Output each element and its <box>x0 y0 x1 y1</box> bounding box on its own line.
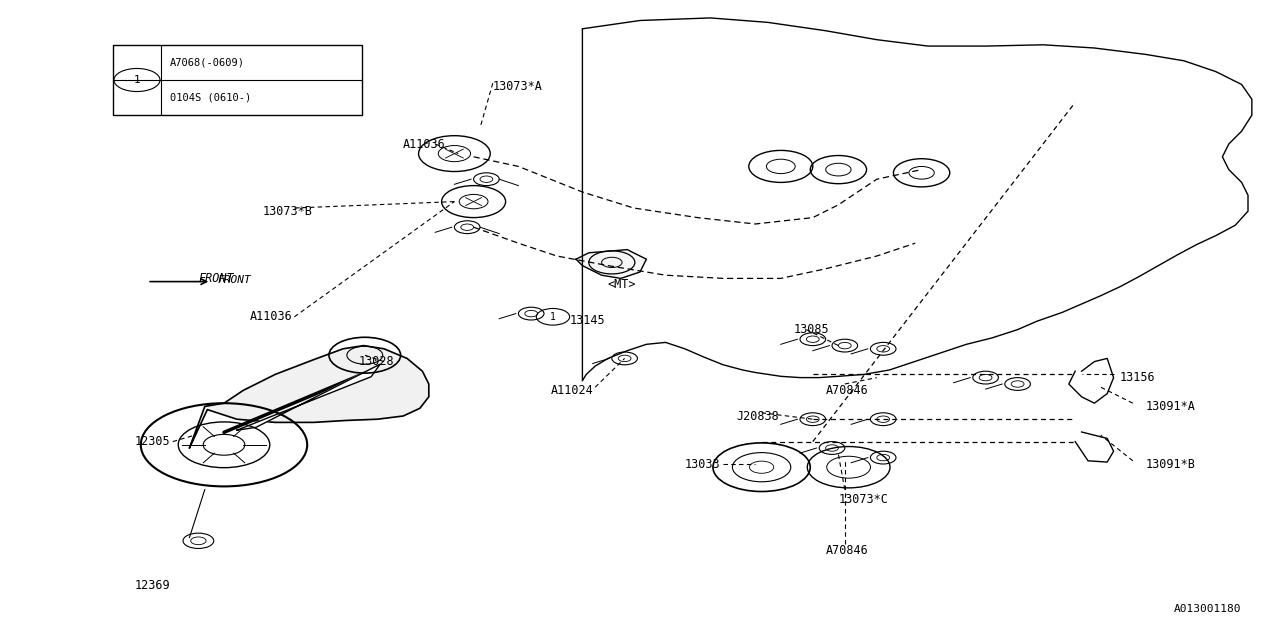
Text: 13073*C: 13073*C <box>838 493 888 506</box>
Text: 13028: 13028 <box>358 355 394 368</box>
Text: FRONT: FRONT <box>218 275 251 285</box>
Text: J20838: J20838 <box>736 410 778 422</box>
Polygon shape <box>189 346 429 448</box>
Text: 13156: 13156 <box>1120 371 1156 384</box>
Text: 12369: 12369 <box>134 579 170 592</box>
Text: A70846: A70846 <box>826 544 868 557</box>
Text: A013001180: A013001180 <box>1174 604 1242 614</box>
Text: 13091*A: 13091*A <box>1146 400 1196 413</box>
Text: 13033: 13033 <box>685 458 721 470</box>
Text: FRONT: FRONT <box>198 272 234 285</box>
Text: 13073*A: 13073*A <box>493 80 543 93</box>
Text: 13145: 13145 <box>570 314 605 326</box>
Text: 0104S (0610-): 0104S (0610-) <box>170 93 251 102</box>
Text: 1: 1 <box>550 312 556 322</box>
Polygon shape <box>576 250 646 278</box>
Text: A70846: A70846 <box>826 384 868 397</box>
Text: 13085: 13085 <box>794 323 829 336</box>
Text: A11036: A11036 <box>250 310 292 323</box>
Text: A11024: A11024 <box>550 384 593 397</box>
Polygon shape <box>237 364 380 430</box>
Text: 12305: 12305 <box>134 435 170 448</box>
Text: 13091*B: 13091*B <box>1146 458 1196 470</box>
Text: A11036: A11036 <box>403 138 445 150</box>
Text: <MT>: <MT> <box>608 278 636 291</box>
Text: 13073*B: 13073*B <box>262 205 312 218</box>
Text: 1: 1 <box>133 75 141 85</box>
Text: A7068(-0609): A7068(-0609) <box>170 58 246 67</box>
Bar <box>113 45 362 115</box>
